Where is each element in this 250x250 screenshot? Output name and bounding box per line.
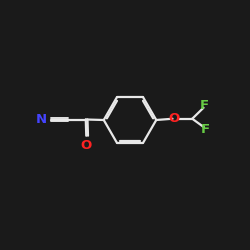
Text: F: F [200, 99, 209, 112]
Text: O: O [168, 112, 180, 125]
Text: N: N [36, 113, 47, 126]
Text: O: O [81, 139, 92, 152]
Text: F: F [201, 123, 210, 136]
